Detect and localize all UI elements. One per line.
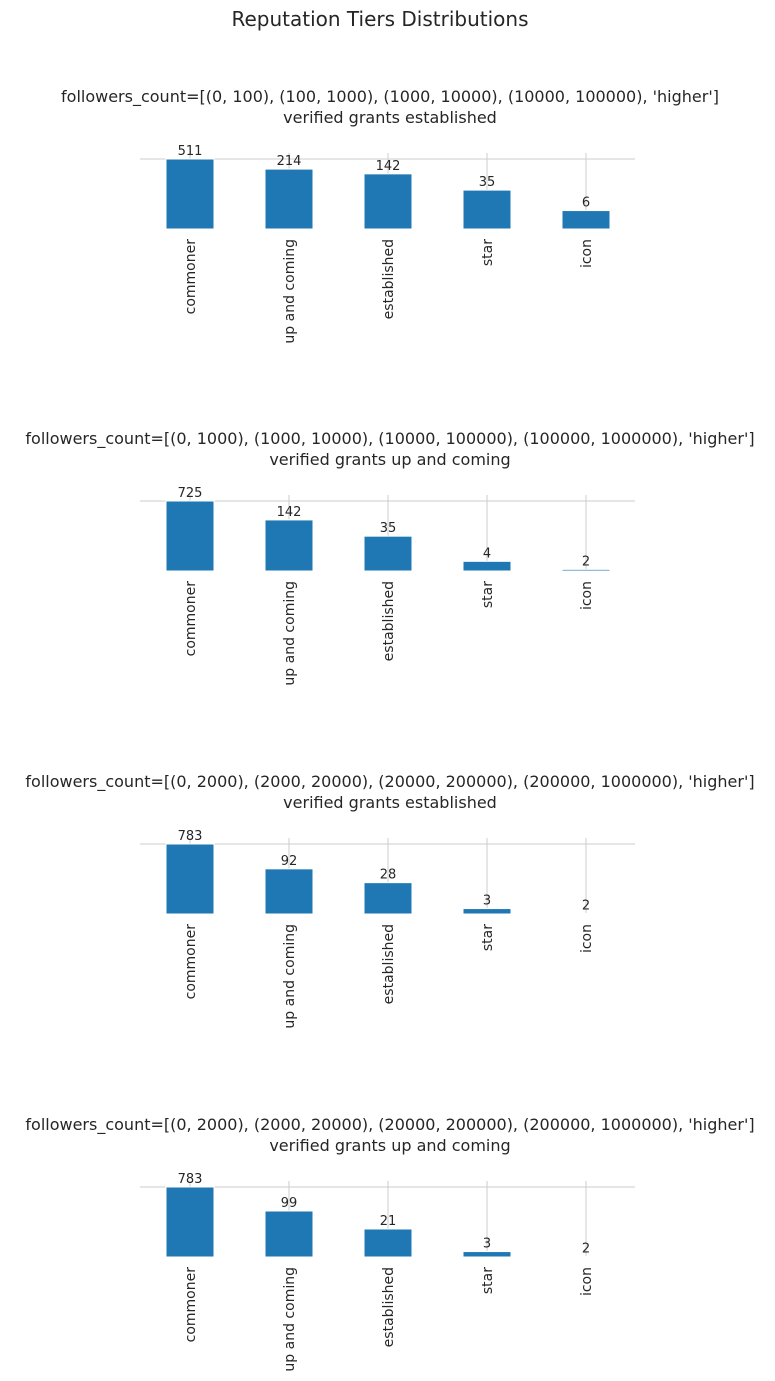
bar-value-label: 142 [376, 159, 401, 174]
bar-value-label: 142 [277, 505, 302, 520]
bar-star [462, 560, 512, 572]
bar-commoner [165, 158, 215, 230]
bar-value-label: 6 [582, 196, 590, 211]
bar-value-label: 4 [483, 546, 491, 561]
x-tick-label: up and coming [282, 239, 298, 344]
x-tick-label: star [480, 581, 496, 608]
bar-value-label: 2 [582, 898, 590, 913]
bar-value-label: 783 [178, 1172, 203, 1187]
bar-value-label: 725 [178, 486, 203, 501]
x-tick-label: established [381, 581, 397, 661]
subplot-2: followers_count=[(0, 1000), (1000, 10000… [25, 429, 754, 686]
x-tick-label: established [381, 1267, 397, 1347]
bar-value-label: 99 [281, 1196, 298, 1211]
subplot-title-line2: verified grants established [283, 108, 497, 127]
bar-established [363, 535, 413, 572]
x-tick-label: commoner [183, 239, 199, 315]
bar-value-label: 3 [483, 1237, 491, 1252]
bar-star [462, 189, 512, 230]
subplot-1: followers_count=[(0, 100), (100, 1000), … [61, 87, 719, 344]
bar-icon [561, 568, 611, 572]
subplots: followers_count=[(0, 100), (100, 1000), … [25, 87, 754, 1372]
bar-value-label: 2 [582, 554, 590, 569]
bar-value-label: 21 [380, 1214, 397, 1229]
bar-established [363, 882, 413, 915]
x-tick-label: up and coming [282, 581, 298, 686]
bar-value-label: 2 [582, 1241, 590, 1256]
bar-icon [561, 1255, 611, 1258]
bar-commoner [165, 1186, 215, 1258]
x-tick-label: up and coming [282, 924, 298, 1029]
x-tick-label: star [480, 239, 496, 266]
x-tick-label: commoner [183, 581, 199, 657]
bar-value-label: 92 [281, 854, 298, 869]
x-tick-label: commoner [183, 924, 199, 1000]
bar-commoner [165, 500, 215, 572]
subplot-title-line2: verified grants established [283, 793, 497, 812]
bar-up-and-coming [264, 868, 314, 915]
x-tick-label: established [381, 239, 397, 319]
x-tick-label: star [480, 924, 496, 951]
subplot-3: followers_count=[(0, 2000), (2000, 20000… [25, 772, 754, 1029]
x-tick-label: up and coming [282, 1267, 298, 1372]
x-tick-label: icon [579, 924, 595, 953]
subplot-title-line1: followers_count=[(0, 100), (100, 1000), … [61, 87, 719, 107]
x-tick-label: established [381, 924, 397, 1004]
bar-value-label: 511 [178, 144, 203, 159]
bar-up-and-coming [264, 168, 314, 230]
bar-up-and-coming [264, 519, 314, 572]
subplot-title-line1: followers_count=[(0, 1000), (1000, 10000… [25, 429, 754, 449]
subplot-title-line1: followers_count=[(0, 2000), (2000, 20000… [25, 1115, 754, 1135]
bar-icon [561, 210, 611, 230]
bar-value-label: 3 [483, 894, 491, 909]
bar-established [363, 173, 413, 230]
bar-commoner [165, 843, 215, 915]
figure-title: Reputation Tiers Distributions [231, 7, 528, 31]
bar-up-and-coming [264, 1210, 314, 1258]
bar-value-label: 214 [277, 154, 302, 169]
bar-value-label: 35 [479, 175, 496, 190]
bar-value-label: 28 [380, 868, 397, 883]
bar-established [363, 1228, 413, 1258]
subplot-title-line2: verified grants up and coming [269, 450, 510, 469]
bar-star [462, 908, 512, 915]
x-tick-label: commoner [183, 1267, 199, 1343]
bar-value-label: 35 [380, 521, 397, 536]
bar-icon [561, 912, 611, 915]
subplot-title-line1: followers_count=[(0, 2000), (2000, 20000… [25, 772, 754, 792]
x-tick-label: icon [579, 1267, 595, 1296]
subplot-4: followers_count=[(0, 2000), (2000, 20000… [25, 1115, 754, 1372]
bar-star [462, 1251, 512, 1258]
x-tick-label: star [480, 1267, 496, 1294]
subplot-title-line2: verified grants up and coming [269, 1136, 510, 1155]
x-tick-label: icon [579, 581, 595, 610]
bar-value-label: 783 [178, 829, 203, 844]
x-tick-label: icon [579, 239, 595, 268]
